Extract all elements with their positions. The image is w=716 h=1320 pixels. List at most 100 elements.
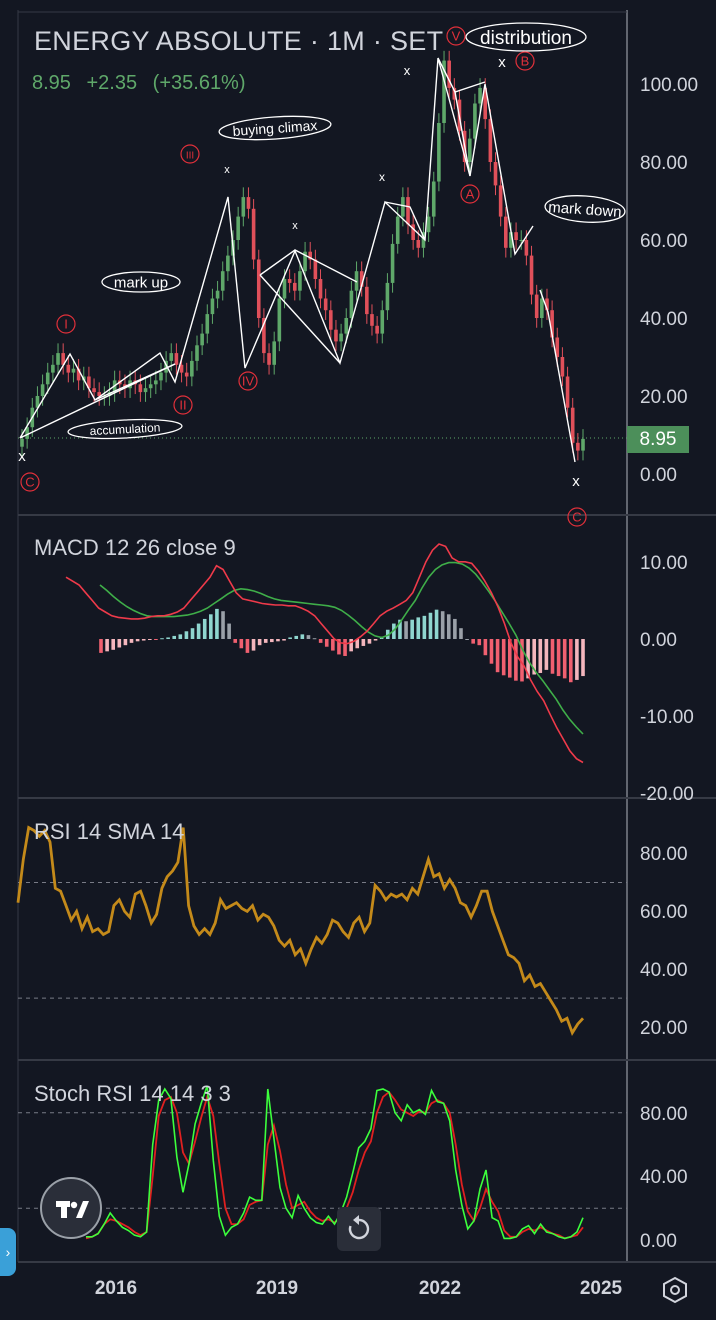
macd-line xyxy=(65,543,584,764)
pivot-marker: x xyxy=(292,220,298,232)
macd-histogram-bar xyxy=(209,614,213,639)
macd-histogram-bar xyxy=(312,638,317,640)
candle xyxy=(97,382,102,406)
macd-histogram-bar xyxy=(129,639,134,643)
candle xyxy=(190,351,194,387)
candle xyxy=(76,358,81,391)
pattern-line xyxy=(539,289,576,463)
expand-sidebar-button[interactable]: › xyxy=(0,1228,16,1276)
pivot-marker: x xyxy=(224,164,230,176)
wave-label: IV xyxy=(238,371,258,391)
candle xyxy=(25,417,29,449)
macd-histogram-bar xyxy=(105,639,109,652)
rsi-title[interactable]: RSI 14 SMA 14 xyxy=(34,819,185,844)
annotation-accumulation-text: accumulation xyxy=(89,420,160,438)
candle xyxy=(452,78,457,110)
candle xyxy=(277,288,282,352)
candle xyxy=(262,308,266,363)
macd-histogram-bar xyxy=(154,639,158,640)
candle xyxy=(493,152,498,196)
wave-label-text: C xyxy=(572,510,581,525)
y-tick-label: -10.00 xyxy=(640,707,694,728)
macd-histogram-bar xyxy=(117,639,122,648)
change-value: +2.35 xyxy=(86,72,138,94)
x-tick-label: 2025 xyxy=(580,1278,623,1299)
tradingview-logo-icon[interactable] xyxy=(40,1177,102,1239)
annotation-buying-climax: buying climax xyxy=(218,115,332,141)
change-percent: (+35.61%) xyxy=(152,72,246,94)
candle xyxy=(56,343,60,375)
macd-histogram-bar xyxy=(556,639,561,677)
macd-histogram-bar xyxy=(446,614,451,639)
candle xyxy=(87,366,91,398)
macd-histogram-bar xyxy=(239,639,244,649)
pattern-line xyxy=(259,249,358,283)
wave-label: III xyxy=(180,144,200,164)
macd-histogram-bar xyxy=(532,639,536,675)
y-tick-label: 20.00 xyxy=(640,387,688,408)
y-tick-label: 0.00 xyxy=(640,630,677,651)
wave-label-text: II xyxy=(179,398,186,413)
macd-title[interactable]: MACD 12 26 close 9 xyxy=(34,535,236,560)
candle xyxy=(210,288,215,324)
y-tick-label: 80.00 xyxy=(640,844,688,865)
macd-histogram-bar xyxy=(178,634,183,639)
candle xyxy=(560,347,565,387)
candle xyxy=(272,331,276,375)
stoch-rsi-pane[interactable] xyxy=(18,1085,627,1240)
stoch-d-line xyxy=(85,1090,584,1240)
candle xyxy=(370,304,374,336)
candle xyxy=(308,241,313,270)
pivot-marker: x xyxy=(18,448,26,465)
y-tick-label: 10.00 xyxy=(640,553,688,574)
macd-histogram-bar xyxy=(184,631,189,639)
candle xyxy=(576,433,580,461)
wave-label: C xyxy=(20,472,40,492)
y-tick-label: 20.00 xyxy=(640,1018,688,1039)
annotation-distribution-text: distribution xyxy=(480,28,572,49)
macd-histogram-bar xyxy=(282,639,286,641)
macd-histogram-bar xyxy=(483,639,488,656)
candle xyxy=(159,362,163,391)
pivot-marker: x xyxy=(404,63,411,78)
pattern-line xyxy=(19,57,534,439)
candle xyxy=(318,269,323,309)
candle xyxy=(45,362,50,395)
time-scale[interactable]: 2016 2019 2022 2025 xyxy=(95,1278,623,1299)
macd-histogram-bar xyxy=(410,619,414,639)
macd-histogram-bar xyxy=(422,615,427,639)
stoch-rsi-title[interactable]: Stoch RSI 14 14 3 3 xyxy=(34,1081,231,1106)
candle xyxy=(164,351,168,383)
macd-histogram-bar xyxy=(300,634,305,639)
macd-histogram-bar xyxy=(459,628,463,639)
last-price: 8.95 xyxy=(32,72,71,94)
candle xyxy=(565,366,570,418)
settings-button[interactable] xyxy=(660,1275,690,1305)
candle xyxy=(226,245,230,281)
last-price-label: 8.95 xyxy=(627,426,689,453)
reset-button[interactable] xyxy=(337,1207,381,1251)
macd-histogram-bar xyxy=(434,609,439,639)
rsi-pane[interactable] xyxy=(16,825,627,1036)
candle xyxy=(267,343,271,375)
macd-histogram-bar xyxy=(123,639,128,646)
y-tick-label: 60.00 xyxy=(640,902,688,923)
x-tick-label: 2022 xyxy=(419,1278,461,1299)
symbol-title[interactable]: ENERGY ABSOLUTE · 1M · SET xyxy=(34,26,444,56)
price-scale[interactable]: 100.00 80.00 60.00 40.00 20.00 0.00 10.00 0.00 -… xyxy=(640,75,698,1252)
candle xyxy=(442,50,446,133)
macd-pane[interactable] xyxy=(65,543,585,764)
macd-histogram-bar xyxy=(111,639,116,650)
candle xyxy=(467,128,472,172)
candle xyxy=(503,206,508,258)
candle xyxy=(545,288,549,320)
price-pane[interactable] xyxy=(18,50,627,461)
candle xyxy=(385,273,390,320)
macd-histogram-bar xyxy=(361,639,366,646)
macd-histogram-bar xyxy=(202,618,207,639)
macd-histogram-bar xyxy=(404,621,408,639)
macd-histogram-bar xyxy=(471,639,475,644)
macd-histogram-bar xyxy=(318,639,323,643)
candle xyxy=(236,206,240,250)
